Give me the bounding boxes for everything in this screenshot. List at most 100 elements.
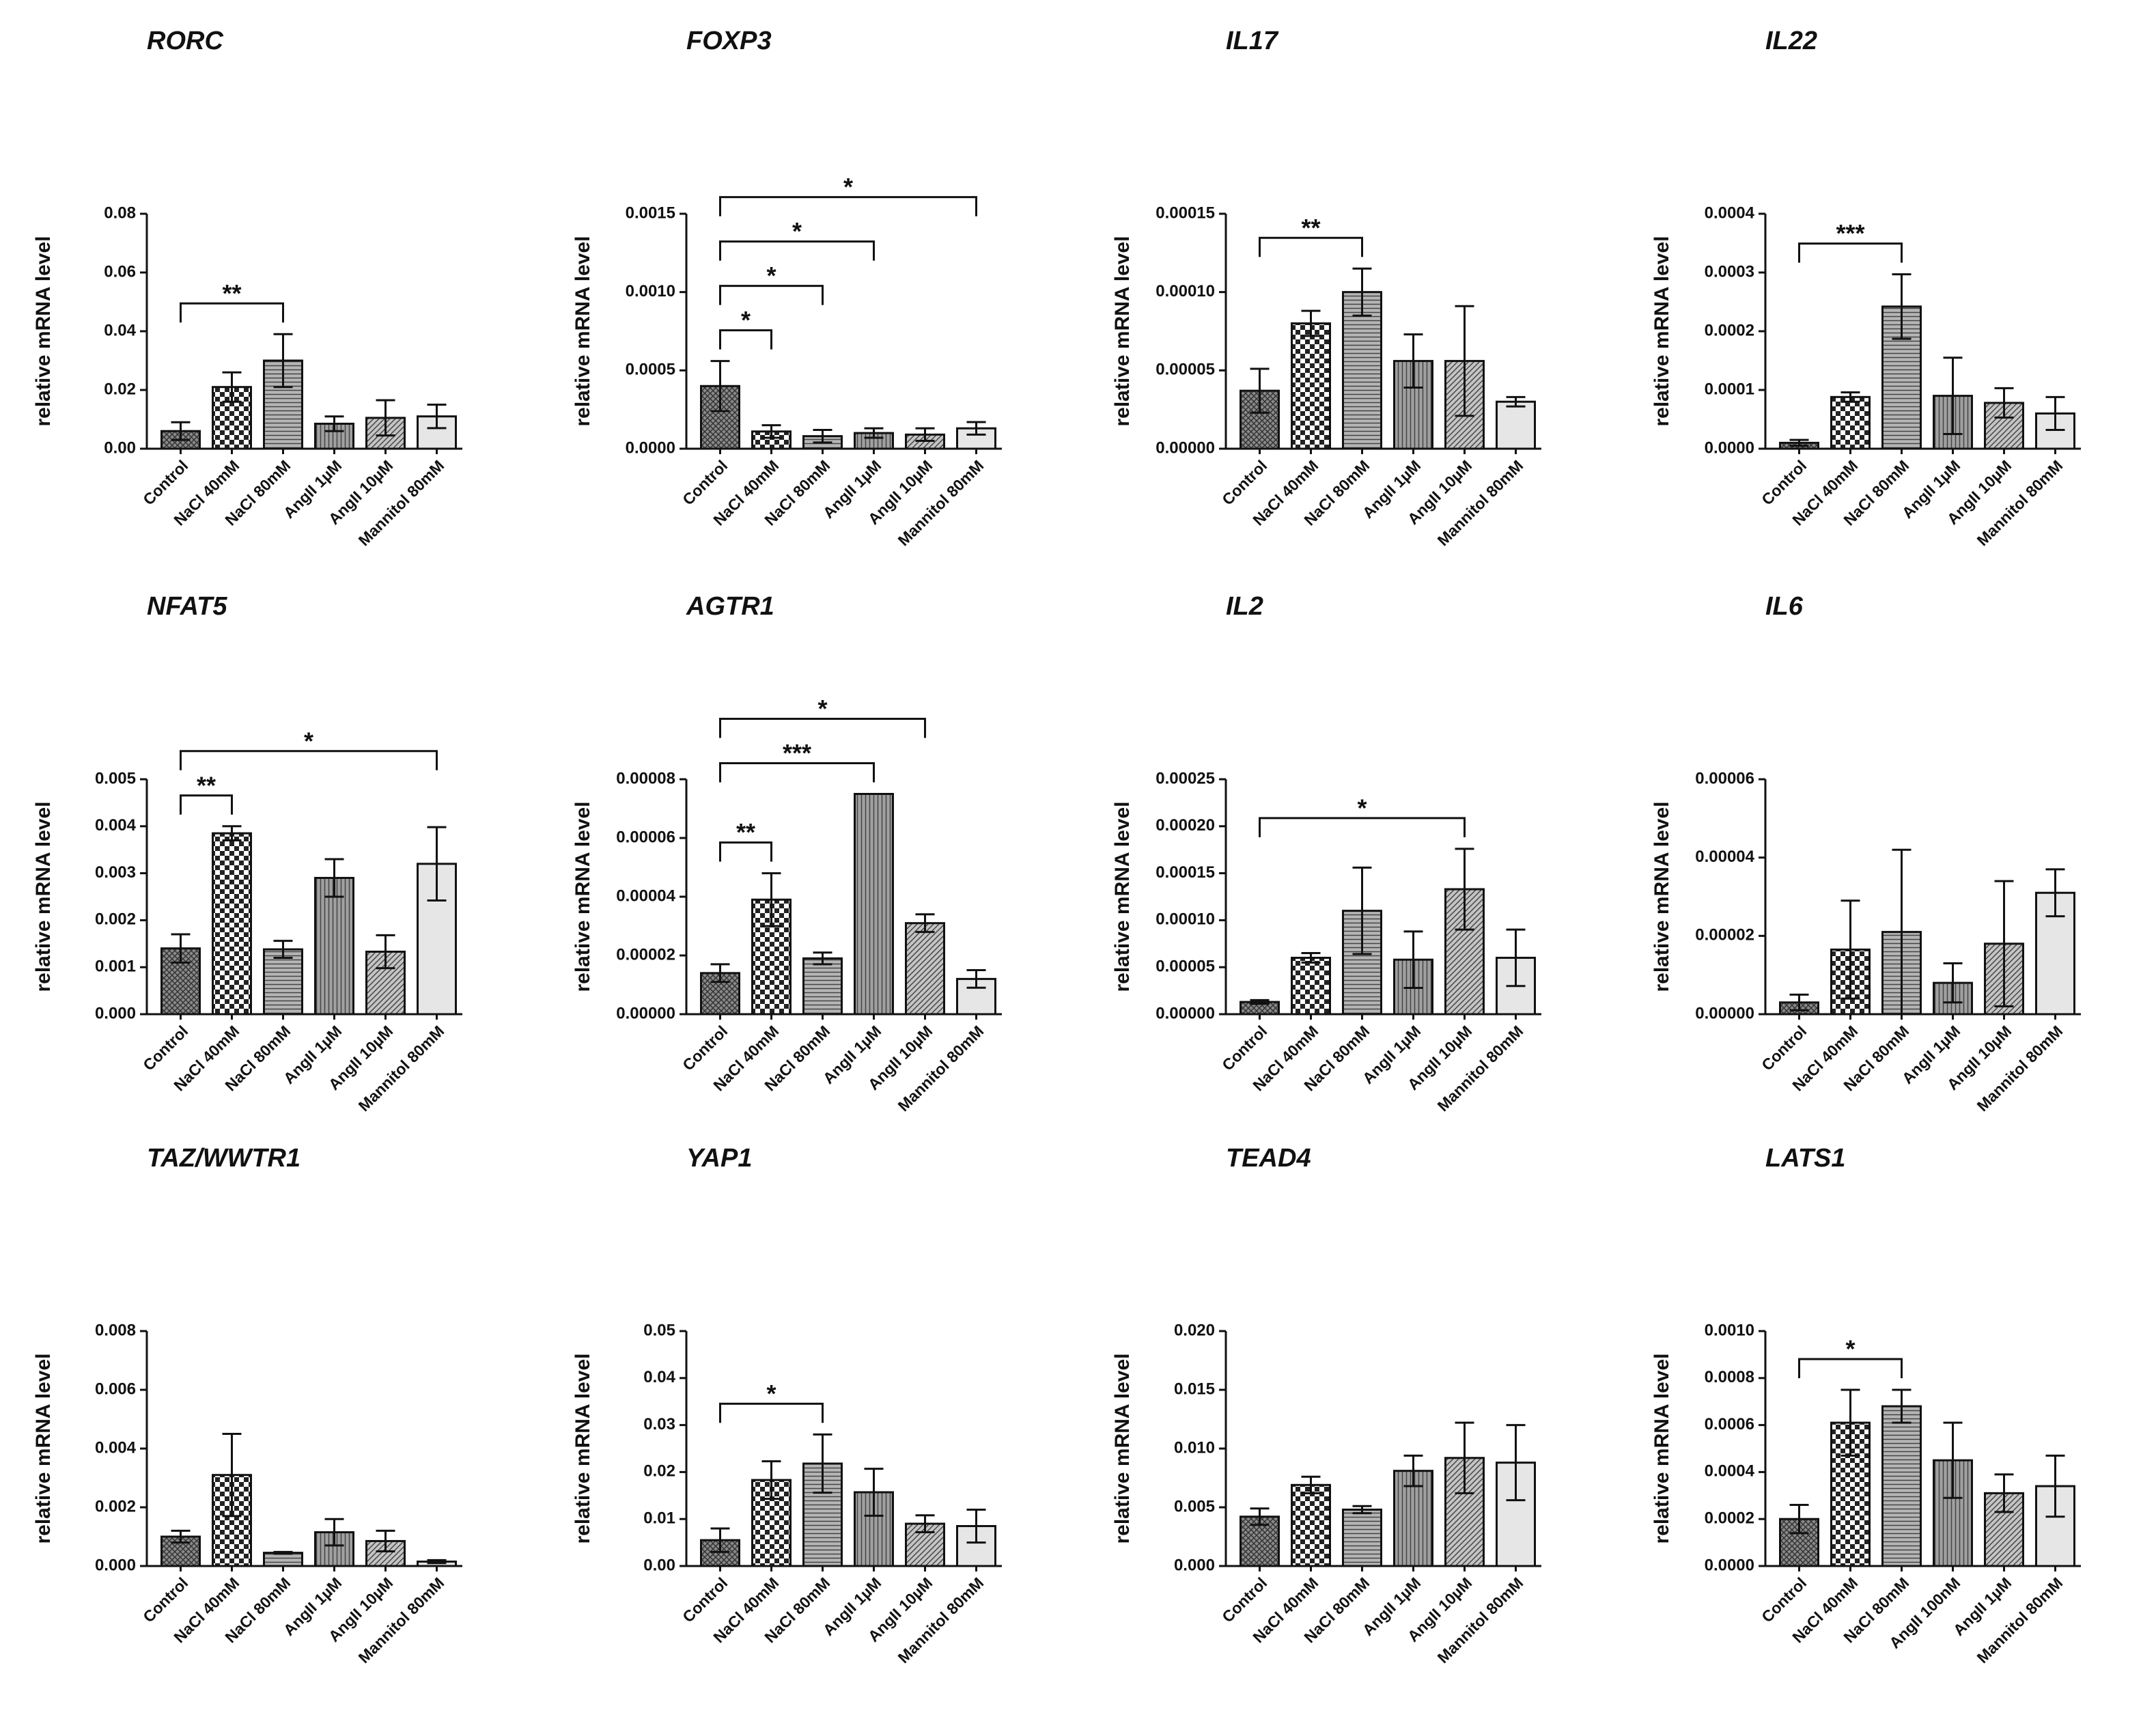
panel-title: YAP1	[686, 1144, 752, 1173]
error-bar	[1455, 1421, 1474, 1494]
x-tick-label: Mannitol 80mM	[894, 456, 987, 549]
significance-label: **	[1301, 214, 1320, 242]
y-tick-label: 0.00006	[616, 828, 675, 846]
y-axis-label: relative mRNA level	[32, 236, 55, 426]
error-bar	[1943, 357, 1963, 435]
y-tick-label: 0.00004	[1695, 848, 1754, 866]
y-tick-label: 0.00000	[1156, 438, 1215, 457]
significance-bracket	[719, 718, 926, 738]
y-tick-label: 0.00000	[616, 1004, 675, 1022]
significance-bracket	[719, 329, 772, 350]
significance-label: **	[197, 771, 216, 799]
y-tick-label: 0.005	[95, 769, 136, 787]
y-tick-label: 0.00000	[1695, 1004, 1754, 1022]
y-tick-label: 0.05	[643, 1321, 675, 1339]
significance-bracket	[1798, 242, 1903, 263]
significance-label: *	[766, 1380, 776, 1408]
significance-label: *	[1845, 1335, 1855, 1363]
x-tick-label: Mannitol 80mM	[354, 1022, 447, 1115]
error-bar	[1994, 880, 2014, 1008]
error-bar	[376, 1529, 395, 1552]
error-bar	[324, 1518, 344, 1547]
significance-label: *	[843, 173, 853, 201]
panel-title: IL17	[1226, 27, 1279, 55]
y-tick-label: 0.000	[1174, 1556, 1215, 1574]
error-bar	[813, 951, 832, 966]
bar	[905, 922, 945, 1016]
error-bar	[222, 371, 242, 403]
y-tick-label: 0.00004	[616, 886, 675, 905]
y-tick-label: 0.00008	[616, 769, 675, 787]
significance-bracket	[180, 794, 233, 815]
x-tick-label: Control	[139, 1574, 191, 1625]
y-tick-label: 0.000	[95, 1004, 136, 1022]
error-bar	[1250, 998, 1270, 1005]
error-bar	[1892, 1388, 1912, 1424]
bar	[1393, 360, 1433, 450]
y-axis-label: relative mRNA level	[32, 801, 55, 992]
y-tick-label: 0.00015	[1156, 204, 1215, 222]
error-bar	[273, 333, 293, 389]
error-bar	[1789, 1504, 1809, 1535]
panel-title: NFAT5	[147, 592, 227, 621]
panel-title: IL6	[1765, 592, 1804, 621]
error-bar	[1892, 273, 1912, 340]
error-bar	[761, 424, 781, 439]
bar	[1342, 1508, 1382, 1567]
y-tick-label: 0.00	[643, 1556, 675, 1574]
error-bar	[324, 858, 344, 898]
error-bar	[1455, 305, 1474, 417]
y-tick-label: 0.06	[104, 262, 136, 281]
significance-bracket	[719, 285, 824, 305]
y-axis-label: relative mRNA level	[1651, 801, 1673, 992]
x-tick-label: Mannitol 80mM	[1433, 1022, 1526, 1115]
significance-label: **	[222, 279, 241, 307]
error-bar	[1301, 952, 1321, 964]
y-tick-label: 0.00000	[1156, 1004, 1215, 1022]
significance-bracket	[180, 302, 284, 323]
bar	[854, 793, 894, 1016]
error-bar	[966, 969, 986, 989]
bar	[802, 957, 843, 1016]
bar	[1830, 395, 1871, 450]
x-tick-label: Control	[1758, 1022, 1810, 1074]
error-bar	[171, 933, 191, 964]
y-tick-label: 0.0001	[1705, 380, 1754, 398]
error-bar	[813, 1433, 832, 1494]
error-bar	[376, 399, 395, 437]
bar	[1291, 956, 1331, 1016]
y-tick-label: 0.00020	[1156, 816, 1215, 835]
y-tick-label: 0.010	[1174, 1438, 1215, 1457]
bar	[263, 1552, 303, 1567]
x-tick-label: Control	[139, 456, 191, 508]
error-bar	[915, 913, 935, 934]
significance-label: *	[766, 262, 776, 290]
y-tick-label: 0.00025	[1156, 769, 1215, 787]
error-bar	[710, 1527, 730, 1553]
error-bar	[1506, 395, 1526, 408]
error-bar	[915, 427, 935, 443]
y-tick-label: 0.002	[95, 1497, 136, 1515]
x-tick-label: Mannitol 80mM	[894, 1022, 987, 1115]
error-bar	[864, 427, 884, 439]
panel-title: IL2	[1226, 592, 1263, 621]
y-tick-label: 0.0000	[1705, 1556, 1754, 1574]
y-tick-label: 0.0015	[626, 204, 675, 222]
y-axis-label: relative mRNA level	[1111, 801, 1134, 992]
error-bar	[427, 1559, 447, 1565]
x-tick-label: Mannitol 80mM	[1973, 456, 2066, 549]
x-tick-label: Control	[1218, 1022, 1270, 1074]
x-tick-label: Mannitol 80mM	[354, 456, 447, 549]
y-tick-label: 0.0004	[1705, 204, 1755, 222]
error-bar	[1403, 930, 1423, 989]
y-tick-label: 0.00015	[1156, 863, 1215, 882]
significance-label: *	[792, 217, 802, 245]
y-tick-label: 0.08	[104, 204, 136, 222]
y-tick-label: 0.001	[95, 958, 136, 976]
y-tick-label: 0.005	[1174, 1497, 1215, 1515]
y-tick-label: 0.00010	[1156, 282, 1215, 301]
x-tick-label: Control	[1218, 456, 1270, 508]
panel-title: TAZ/WWTR1	[147, 1144, 300, 1173]
y-axis-label: relative mRNA level	[1111, 1353, 1134, 1543]
x-tick-label: Mannitol 80mM	[1433, 456, 1526, 549]
